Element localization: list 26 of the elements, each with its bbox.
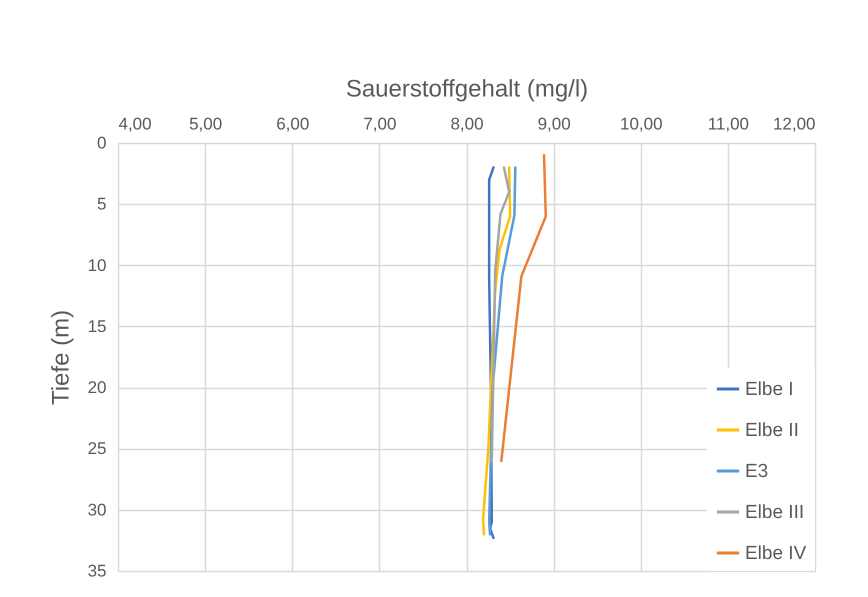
legend-label: Elbe IV [745,543,807,564]
line-series [490,166,510,462]
y-axis-title: Tiefe (m) [48,310,75,406]
y-tick-label: 20 [88,378,106,398]
y-tick-label: 15 [88,316,106,336]
x-tick-label: 8,00 [450,114,484,134]
y-tick-label: 0 [97,134,106,152]
x-tick-label: 9,00 [538,114,571,134]
x-tick-label: 4,00 [118,114,152,134]
x-tick-label: 6,00 [276,114,310,134]
legend-label: Elbe III [745,502,804,523]
legend-label: E3 [745,461,768,482]
x-axis-title: Sauerstoffgehalt (mg/l) [346,76,588,102]
x-tick-label: 10,00 [620,114,663,134]
y-tick-label: 10 [88,256,106,275]
x-tick-label: 5,00 [189,114,222,134]
y-tick-label: 5 [97,194,106,214]
legend-label: Elbe I [745,379,794,400]
x-tick-label: 12,00 [772,114,816,134]
y-tick-label: 30 [88,500,106,520]
legend-label: Elbe II [745,420,799,441]
y-tick-label: 25 [88,439,106,458]
x-tick-label: 7,00 [363,114,396,134]
y-tick-label: 35 [88,562,106,580]
line-series [500,154,548,462]
x-tick-label: 11,00 [708,114,750,134]
